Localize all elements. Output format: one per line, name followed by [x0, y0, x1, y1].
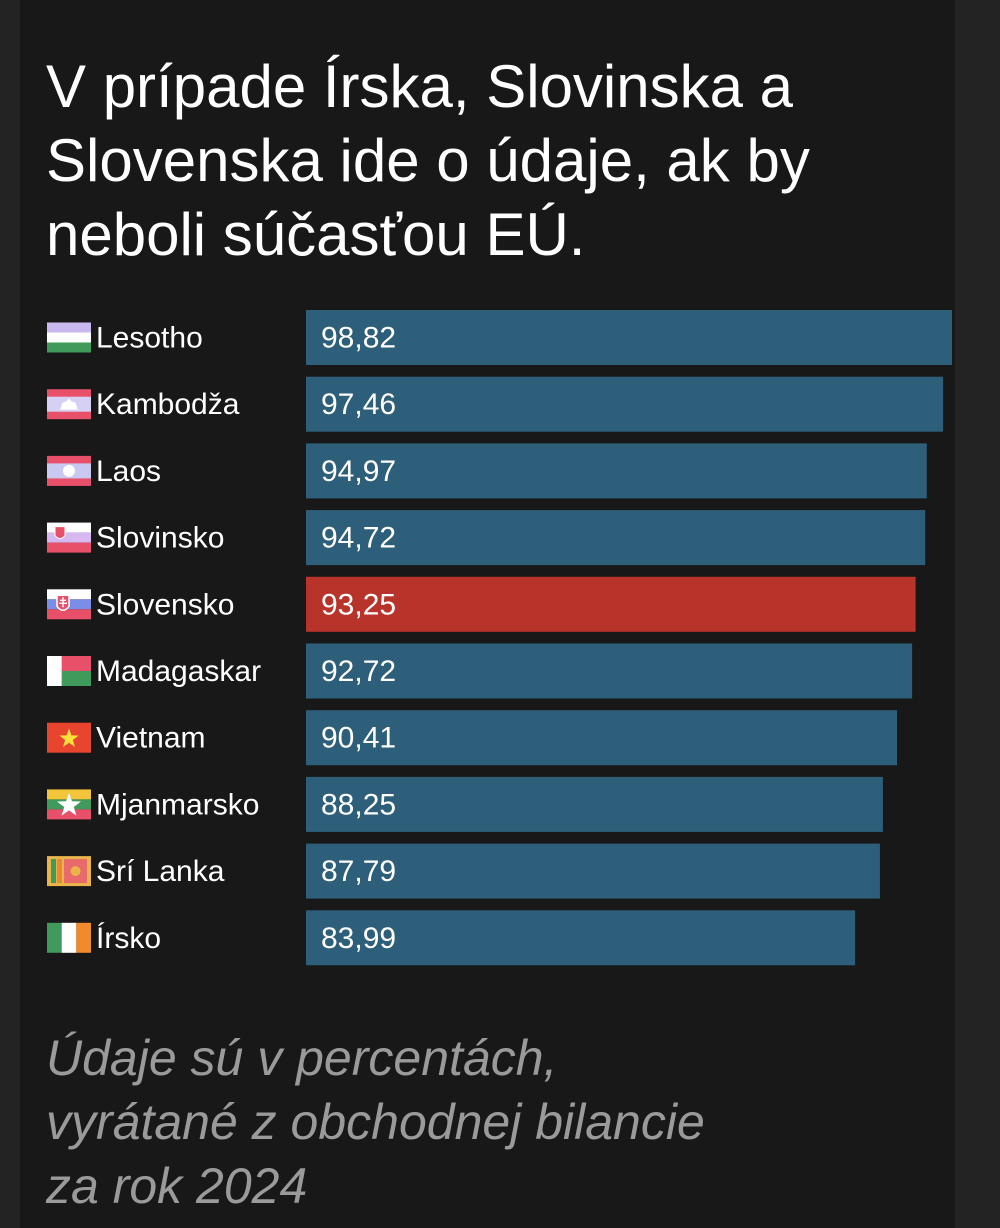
category-label: Vietnam: [96, 722, 206, 755]
vietnam-flag-icon: [47, 722, 91, 753]
bar-row: Madagaskar 92,72: [47, 643, 913, 699]
myanmar-flag-icon: [47, 789, 91, 820]
right-edge-strip: [955, 0, 1000, 1228]
bar: [306, 910, 856, 966]
bar: [306, 576, 916, 632]
bar: [306, 843, 880, 899]
chart-footnote: Údaje sú v percentách, vyrátané z obchod…: [46, 1030, 705, 1214]
value-label: 94,97: [321, 455, 396, 488]
bar: [306, 710, 897, 766]
bar: [306, 776, 883, 832]
value-label: 97,46: [321, 388, 396, 421]
category-label: Lesotho: [96, 322, 203, 355]
bar-row: Mjanmarsko 88,25: [47, 776, 883, 832]
bar-row: Vietnam 90,41: [47, 710, 897, 766]
category-label: Írsko: [96, 922, 161, 955]
value-label: 83,99: [321, 922, 396, 955]
ireland-flag-icon: [47, 922, 91, 953]
bar-row: Srí Lanka 87,79: [47, 843, 880, 899]
category-label: Kambodža: [96, 388, 240, 421]
bar: [306, 510, 926, 566]
slovenia-flag-icon: [47, 522, 91, 553]
category-label: Laos: [96, 455, 161, 488]
madagascar-flag-icon: [47, 656, 91, 686]
slovakia-flag-icon: [47, 589, 91, 620]
category-label: Slovinsko: [96, 522, 224, 555]
category-label: Mjanmarsko: [96, 788, 259, 821]
cambodia-flag-icon: [47, 389, 91, 420]
bar-row: Laos 94,97: [47, 443, 927, 499]
category-label: Madagaskar: [96, 655, 261, 688]
category-label: Slovensko: [96, 588, 234, 621]
bar: [306, 443, 927, 499]
bar: [306, 376, 944, 432]
lesotho-flag-icon: [47, 322, 91, 353]
bar-row: Slovensko 93,25: [47, 576, 916, 632]
value-label: 88,25: [321, 788, 396, 821]
bar-row: Lesotho 98,82: [47, 310, 952, 365]
sri-lanka-flag-icon: [47, 856, 91, 887]
left-edge-strip: [0, 0, 20, 1228]
value-label: 93,25: [321, 588, 396, 621]
bar-row: Slovinsko 94,72: [47, 510, 926, 566]
bar-row: Írsko 83,99: [47, 910, 856, 966]
value-label: 98,82: [321, 322, 396, 355]
bar-row: Kambodža 97,46: [47, 376, 944, 432]
value-label: 92,72: [321, 655, 396, 688]
laos-flag-icon: [47, 455, 91, 486]
bar-chart: Lesotho 98,82 Kambodža 97,46 Laos 94,97 Slovin…: [47, 310, 952, 966]
chart-title: V prípade Írska, Slovinska a Slovenska i…: [46, 53, 810, 268]
value-label: 87,79: [321, 855, 396, 888]
category-label: Srí Lanka: [96, 855, 225, 888]
bar: [306, 643, 913, 699]
bar: [306, 310, 952, 365]
value-label: 90,41: [321, 722, 396, 755]
value-label: 94,72: [321, 522, 396, 555]
